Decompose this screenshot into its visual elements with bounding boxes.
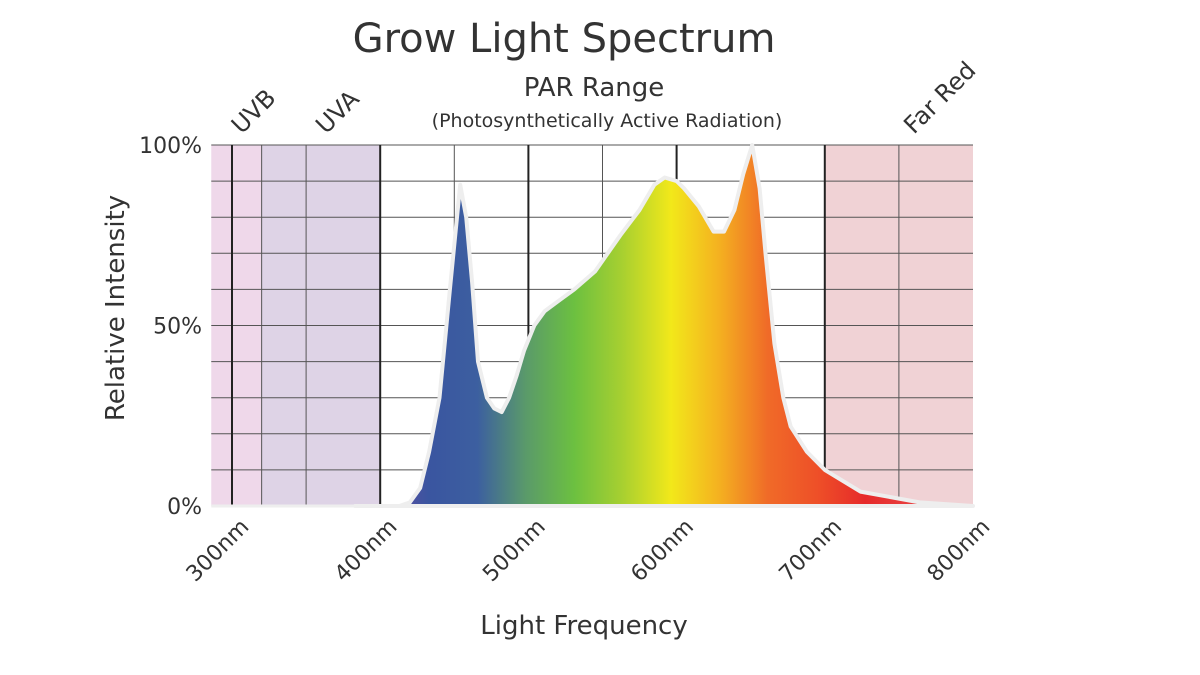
y-axis-label: Relative Intensity <box>101 195 131 421</box>
par-label: PAR Range <box>524 73 665 103</box>
x-tick-label: 300nm <box>182 515 254 587</box>
x-tick-label: 800nm <box>923 515 995 587</box>
chart-title: Grow Light Spectrum <box>353 16 776 62</box>
y-tick-label: 100% <box>139 134 202 159</box>
x-tick-label: 600nm <box>626 515 698 587</box>
band-label: UVB <box>226 84 281 139</box>
band-label: UVA <box>310 84 365 139</box>
spectrum-area <box>353 143 975 508</box>
band-label: Far Red <box>898 56 981 139</box>
par-sublabel: (Photosynthetically Active Radiation) <box>432 110 783 132</box>
x-tick-label: 400nm <box>330 515 402 587</box>
x-tick-label: 700nm <box>775 515 847 587</box>
y-tick-label: 50% <box>153 315 202 340</box>
x-axis-label: Light Frequency <box>480 611 687 641</box>
x-tick-label: 500nm <box>478 515 550 587</box>
y-tick-label: 0% <box>167 495 202 520</box>
